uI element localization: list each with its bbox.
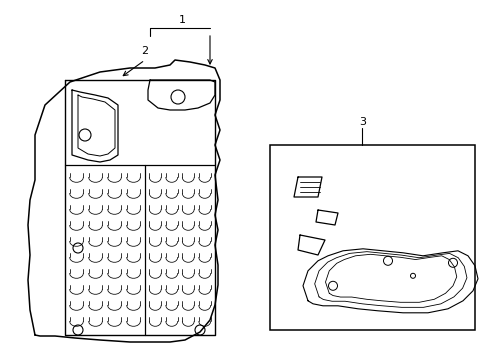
Text: 1: 1 bbox=[178, 15, 186, 25]
Text: 3: 3 bbox=[359, 117, 366, 127]
Bar bbox=[270, 145, 475, 330]
Text: 2: 2 bbox=[142, 46, 148, 56]
